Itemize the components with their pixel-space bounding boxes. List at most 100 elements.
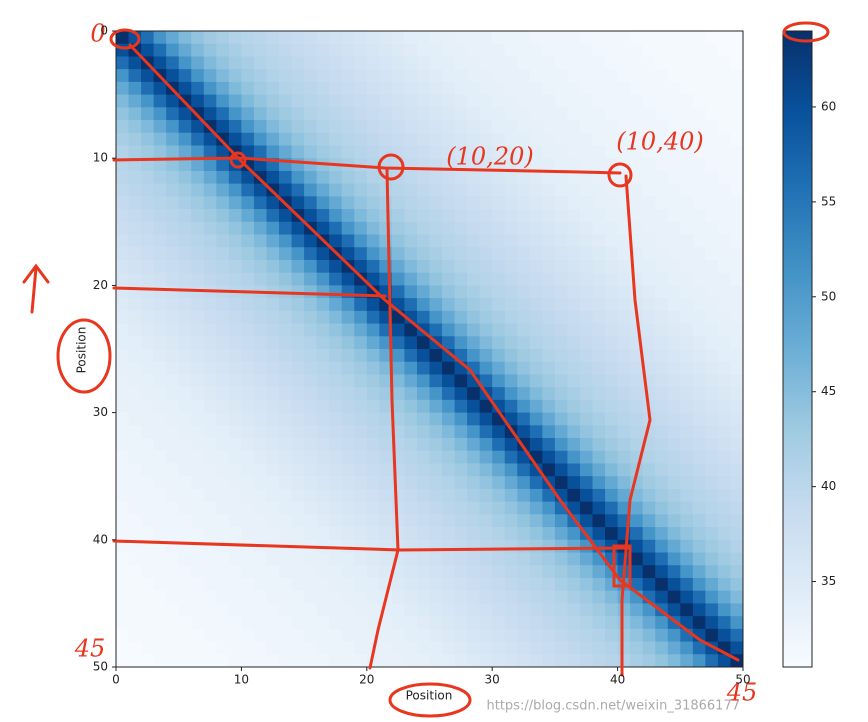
cell <box>329 374 343 388</box>
cell <box>655 323 669 337</box>
cell <box>228 438 242 452</box>
cell <box>429 438 443 452</box>
cell <box>266 209 280 223</box>
cell <box>341 539 355 554</box>
cell <box>191 209 205 223</box>
cell <box>680 31 694 45</box>
cell <box>153 183 167 197</box>
cell <box>517 285 531 299</box>
cell <box>341 603 355 617</box>
cell <box>266 310 280 325</box>
cell <box>116 577 130 592</box>
cell <box>454 577 468 592</box>
cell <box>266 298 280 312</box>
cell <box>479 234 493 248</box>
cell <box>579 488 594 503</box>
cell <box>341 501 355 515</box>
cell <box>655 387 669 401</box>
cell <box>216 183 230 197</box>
cell <box>366 170 380 185</box>
cell <box>692 349 706 363</box>
cell <box>266 463 280 477</box>
cell <box>642 527 656 541</box>
cell <box>442 514 456 528</box>
cell <box>153 641 167 655</box>
cell <box>517 603 531 617</box>
cell <box>467 552 481 566</box>
cell <box>705 565 719 579</box>
cell <box>228 43 242 57</box>
colorbar <box>782 30 813 668</box>
cell <box>329 527 343 541</box>
cell <box>592 654 606 668</box>
cell <box>442 120 456 134</box>
cell <box>354 463 368 477</box>
cell <box>329 31 343 45</box>
cell <box>379 425 393 439</box>
cell <box>717 514 731 528</box>
cell <box>429 196 443 210</box>
cell <box>442 616 456 630</box>
cell <box>605 145 619 159</box>
cell <box>404 603 418 617</box>
cell <box>166 120 180 134</box>
cell <box>341 170 355 185</box>
cell <box>467 539 481 554</box>
cell <box>567 298 581 312</box>
cell <box>166 336 180 350</box>
cell <box>605 590 619 604</box>
cell <box>291 81 305 96</box>
cell <box>191 438 205 452</box>
cell <box>404 654 418 668</box>
cell <box>379 183 393 197</box>
cell <box>329 616 343 630</box>
cell <box>116 170 130 185</box>
cell <box>429 285 443 299</box>
cell <box>605 654 619 668</box>
cell <box>717 209 731 223</box>
cell <box>116 501 130 515</box>
cell <box>228 577 242 592</box>
cell <box>279 374 293 388</box>
cell <box>667 349 681 363</box>
cell <box>253 450 267 464</box>
cell <box>655 374 669 388</box>
cell <box>542 221 556 236</box>
cell <box>667 514 681 528</box>
cell <box>253 81 267 96</box>
cell <box>366 349 380 363</box>
cell <box>191 132 205 146</box>
cell <box>279 412 293 426</box>
cell <box>542 387 556 401</box>
cell <box>329 412 343 426</box>
cell <box>717 412 731 426</box>
cell <box>166 590 180 604</box>
cell <box>178 132 192 146</box>
cell <box>542 43 556 57</box>
cell <box>379 349 393 363</box>
cell <box>429 425 443 439</box>
cell <box>467 145 481 159</box>
cell <box>467 94 481 108</box>
cell <box>128 565 142 579</box>
cell <box>442 501 456 515</box>
cell <box>366 412 380 426</box>
cell <box>329 577 343 592</box>
cell <box>655 259 669 274</box>
cell <box>329 565 343 579</box>
cell <box>542 374 556 388</box>
cell <box>579 654 594 668</box>
cell <box>416 425 430 439</box>
cell <box>642 565 656 579</box>
cell <box>655 361 669 375</box>
cell <box>442 272 456 286</box>
cell <box>605 259 619 274</box>
cell <box>492 247 506 261</box>
cell <box>228 565 242 579</box>
cell <box>228 654 242 668</box>
cell <box>454 81 468 96</box>
cell <box>166 463 180 477</box>
cell <box>366 43 380 57</box>
cell <box>529 209 543 223</box>
cell <box>128 56 142 70</box>
